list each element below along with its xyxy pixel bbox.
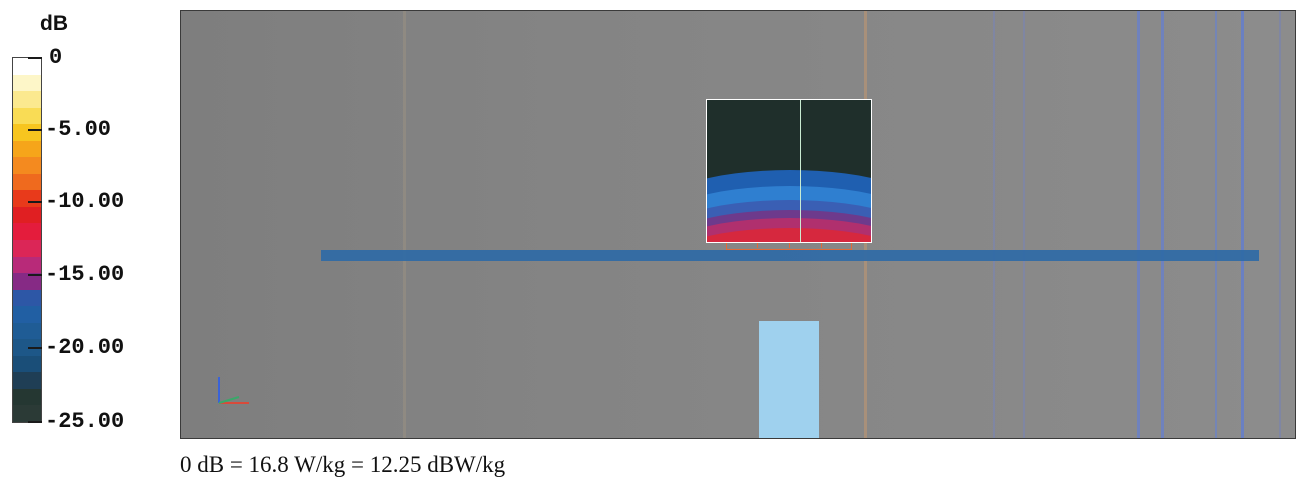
color-scale-step [13, 273, 41, 290]
grid-line [993, 11, 995, 438]
axes-orientation-icon [218, 377, 249, 404]
color-scale-step [13, 388, 41, 406]
legend-tick [28, 421, 42, 423]
color-scale-step [13, 322, 41, 340]
color-scale-bar [12, 57, 42, 423]
color-scale-step [13, 355, 41, 373]
legend-tick [28, 129, 42, 131]
field-distribution-viewport[interactable] [180, 10, 1296, 439]
legend-tick [28, 347, 42, 349]
color-scale-step [13, 339, 41, 356]
antenna-slot [757, 243, 758, 248]
feed-block [759, 321, 819, 438]
color-scale-step [13, 157, 41, 174]
color-scale-step [13, 58, 41, 75]
probe-center-line [800, 100, 801, 242]
legend-tick [28, 274, 42, 276]
antenna-outline [726, 243, 852, 250]
color-legend: dB 0 -5.00 -10.00 -15.00 -20.00 -25.00 [0, 0, 170, 487]
color-scale-step [13, 74, 41, 92]
grid-line [1215, 11, 1217, 438]
color-scale-step [13, 405, 41, 423]
legend-tick-label-15: -15.00 [45, 262, 125, 287]
grid-line [1023, 11, 1025, 438]
ground-plane-strip [321, 250, 1259, 261]
color-scale-step [13, 256, 41, 274]
color-scale-step [13, 91, 41, 108]
color-scale-step [13, 306, 41, 323]
legend-tick-label-5: -5.00 [45, 117, 112, 142]
grid-line [1279, 11, 1281, 438]
color-scale-step [13, 372, 41, 389]
grid-line [1137, 11, 1140, 438]
color-scale-step [13, 223, 41, 241]
antenna-slot [821, 243, 822, 248]
grid-line [1241, 11, 1244, 438]
grid-line [403, 11, 406, 438]
color-scale-step [13, 240, 41, 257]
color-scale-step [13, 124, 41, 141]
field-band [707, 228, 871, 242]
legend-tick-label-0: 0 [49, 45, 63, 70]
antenna-slot [789, 243, 790, 248]
sar-field-pattern [706, 99, 872, 243]
color-scale-step [13, 140, 41, 158]
color-scale-step [13, 206, 41, 224]
color-scale-step [13, 173, 41, 191]
grid-line [1161, 11, 1164, 438]
reference-footnote: 0 dB = 16.8 W/kg = 12.25 dBW/kg [180, 452, 506, 477]
legend-tick-label-20: -20.00 [45, 335, 125, 360]
legend-unit-label: dB [40, 12, 68, 35]
legend-tick [28, 201, 42, 203]
legend-tick [28, 57, 42, 59]
color-scale-step [13, 190, 41, 207]
color-scale-step [13, 107, 41, 125]
legend-tick-label-25: -25.00 [45, 409, 125, 434]
color-scale-step [13, 289, 41, 307]
legend-tick-label-10: -10.00 [45, 189, 125, 214]
